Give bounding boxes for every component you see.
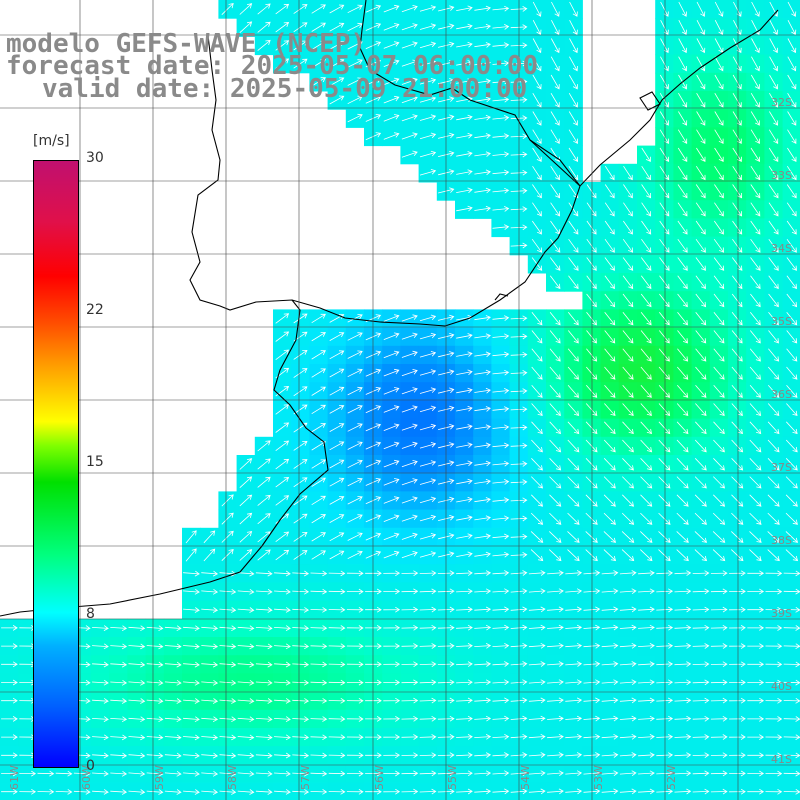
lat-label: 41S — [771, 753, 792, 766]
valid-date: valid date: 2025-05-09 21:00:00 — [42, 74, 528, 104]
lon-label: 61W — [8, 765, 21, 790]
lon-label: 58W — [226, 765, 239, 790]
lon-label: 53W — [592, 765, 605, 790]
colorbar-tick-22: 22 — [86, 302, 104, 318]
grid-labels: 61W 60W 59W 58W 57W 56W 55W 54W 53W 52W 32S 33S 34S 3… — [8, 96, 792, 790]
lat-label: 32S — [771, 96, 792, 109]
lat-label: 39S — [771, 607, 792, 620]
colorbar-tick-8: 8 — [86, 606, 95, 622]
lat-label: 37S — [771, 461, 792, 474]
lat-label: 35S — [771, 315, 792, 328]
lat-label: 33S — [771, 169, 792, 182]
forecast-date: forecast date: 2025-05-07 06:00:00 — [6, 51, 539, 81]
colorbar — [33, 160, 79, 768]
colorbar-tick-0: 0 — [86, 758, 95, 774]
coastline — [0, 0, 779, 617]
lon-label: 54W — [519, 765, 532, 790]
model-title: modelo GEFS-WAVE (NCEP) — [6, 29, 367, 59]
lat-label: 40S — [771, 680, 792, 693]
lat-label: 38S — [771, 534, 792, 547]
lon-label: 60W — [80, 765, 93, 790]
colorbar-tick-15: 15 — [86, 454, 104, 470]
colorbar-unit: [m/s] — [33, 133, 70, 149]
colorbar-tick-30: 30 — [86, 150, 104, 166]
lon-label: 55W — [446, 765, 459, 790]
lat-label: 34S — [771, 242, 792, 255]
lon-label: 59W — [153, 765, 166, 790]
lon-label: 57W — [299, 765, 312, 790]
lon-label: 56W — [373, 765, 386, 790]
lon-label: 52W — [665, 765, 678, 790]
lat-label: 36S — [771, 388, 792, 401]
